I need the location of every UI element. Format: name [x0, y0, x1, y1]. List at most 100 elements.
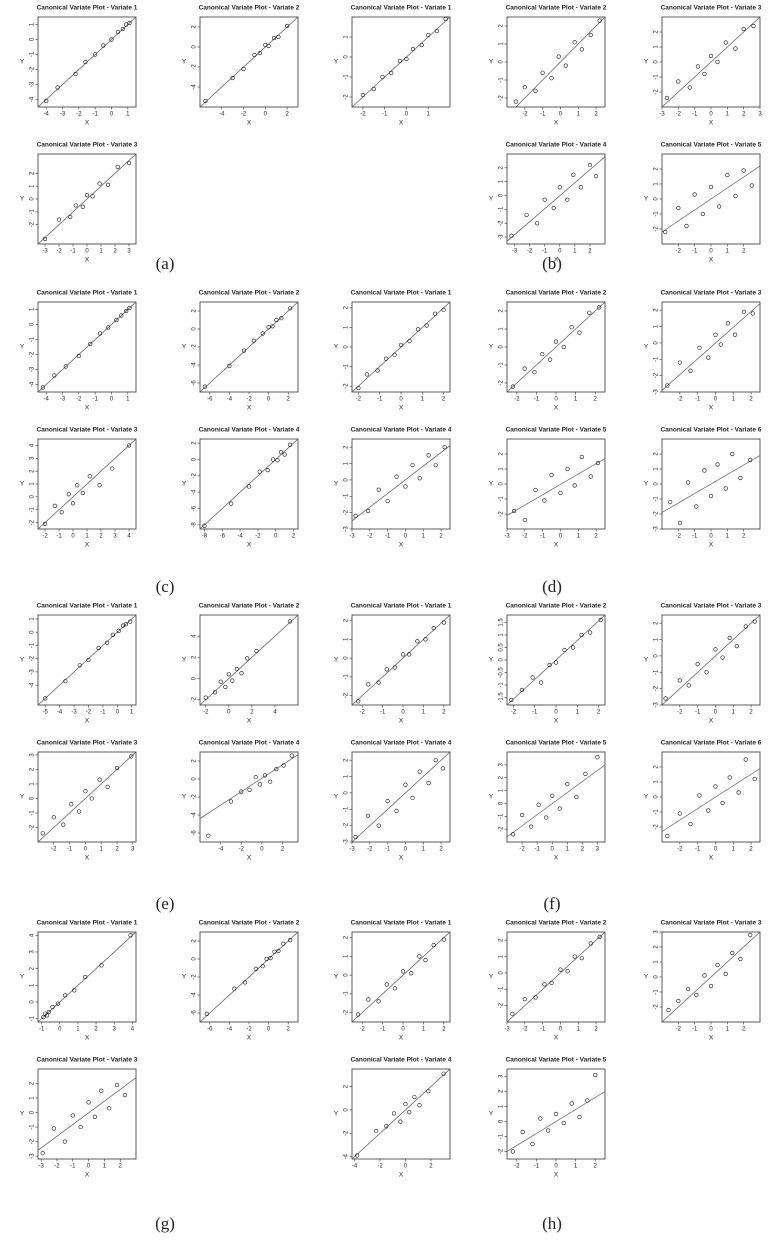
- data-point: [107, 1106, 112, 1111]
- x-tick-label: 0: [558, 249, 562, 255]
- plot-title: Canonical Variate Plot - Variate 5: [506, 1057, 607, 1064]
- x-tick-label: 0: [709, 534, 713, 540]
- y-tick-label: 2: [654, 30, 660, 34]
- x-tick-label: -4: [352, 1164, 358, 1170]
- data-point: [708, 493, 714, 499]
- y-tick-label: -1: [30, 506, 36, 512]
- data-point: [587, 310, 592, 315]
- data-point: [558, 967, 563, 972]
- plot-box: [37, 16, 137, 108]
- plot-title: Canonical Variate Plot - Variate 3: [37, 740, 138, 747]
- x-tick-label: 1: [577, 1027, 581, 1033]
- y-tick-label: 0: [499, 1119, 505, 1123]
- scatter-plot: Canonical Variate Plot - Variate 3 -2 -1 0 1…: [644, 920, 762, 1042]
- y-tick-label: -3: [344, 839, 350, 845]
- data-point: [512, 508, 517, 514]
- data-point: [423, 958, 428, 963]
- data-point: [239, 789, 244, 794]
- scatter-plot: Canonical Variate Plot - Variate 5 -2 -1 0 1…: [489, 1057, 607, 1179]
- data-point: [736, 790, 741, 795]
- data-point: [356, 385, 361, 391]
- x-tick-label: -2: [360, 1027, 366, 1033]
- data-point: [694, 504, 699, 509]
- x-tick-label: 0: [709, 1027, 713, 1033]
- data-point: [383, 356, 389, 361]
- y-tick-label: -1: [654, 809, 660, 815]
- data-point: [86, 1100, 91, 1105]
- data-point: [684, 223, 689, 229]
- y-axis-label: Y: [334, 974, 339, 981]
- y-tick-label: -1: [344, 493, 350, 499]
- y-tick-label: -2: [192, 696, 198, 702]
- x-axis-label: X: [247, 855, 252, 862]
- data-point: [546, 1128, 551, 1133]
- y-tick-label: 2: [344, 618, 350, 622]
- data-point: [510, 832, 516, 837]
- data-point: [593, 174, 599, 179]
- data-point: [733, 46, 738, 51]
- y-axis-label: Y: [489, 481, 494, 488]
- data-point: [110, 632, 116, 637]
- y-tick-label: -6: [192, 1010, 198, 1016]
- y-tick-label: -1: [654, 211, 660, 217]
- x-tick-label: -4: [227, 397, 233, 403]
- x-axis-label: X: [247, 120, 252, 127]
- x-tick-label: 0: [58, 1027, 62, 1033]
- plot-title: Canonical Variate Plot - Variate 3: [661, 5, 762, 12]
- data-point: [70, 1113, 75, 1118]
- x-tick-label: -2: [246, 1027, 252, 1033]
- x-tick-label: 1: [574, 1164, 578, 1170]
- data-point: [127, 20, 132, 26]
- x-tick-label: 1: [732, 710, 736, 716]
- plot-title: Canonical Variate Plot - Variate 4: [351, 1057, 452, 1064]
- scatter-plot: Canonical Variate Plot - Variate 2 -2 -1 0 1…: [489, 5, 607, 127]
- data-point: [695, 661, 700, 667]
- y-tick-label: 0: [344, 55, 350, 59]
- plot-title: Canonical Variate Plot - Variate 4: [199, 427, 300, 434]
- x-tick-label: 0: [267, 397, 271, 403]
- y-tick-label: -3: [30, 669, 36, 675]
- x-tick-label: -2: [522, 534, 528, 540]
- x-tick-label: -1: [695, 847, 701, 853]
- y-tick-label: 1: [30, 1096, 36, 1100]
- data-point: [129, 754, 134, 759]
- x-tick-label: 3: [113, 1027, 117, 1033]
- plot-title: Canonical Variate Plot - Variate 4: [351, 740, 452, 747]
- x-tick-label: 1: [732, 397, 736, 403]
- data-point: [557, 806, 562, 811]
- data-point: [229, 501, 234, 506]
- x-tick-label: -4: [57, 710, 63, 716]
- x-axis-label: X: [554, 855, 559, 862]
- y-tick-label: 2: [499, 452, 505, 456]
- data-point: [397, 58, 403, 64]
- y-tick-label: -2: [192, 64, 198, 70]
- y-tick-label: -2: [192, 974, 198, 980]
- data-point: [732, 332, 738, 337]
- y-tick-label: 0: [30, 495, 36, 499]
- x-tick-label: 2: [442, 1027, 446, 1033]
- data-point: [676, 79, 681, 84]
- data-point: [593, 1072, 598, 1078]
- y-tick-label: 0: [499, 193, 505, 197]
- data-point: [384, 1124, 389, 1129]
- fit-line: [515, 16, 606, 108]
- data-point: [42, 236, 48, 241]
- plot-box: [351, 931, 451, 1023]
- fit-line: [351, 445, 451, 522]
- data-point: [371, 86, 376, 92]
- plot-title: Canonical Variate Plot - Variate 2: [199, 603, 300, 610]
- fit-line: [351, 16, 451, 108]
- y-tick-label: 1: [654, 467, 660, 471]
- data-point: [588, 32, 593, 38]
- data-point: [723, 40, 728, 45]
- data-point: [595, 460, 600, 466]
- x-tick-label: -1: [540, 112, 546, 118]
- data-point: [115, 164, 120, 169]
- data-point: [232, 986, 237, 991]
- data-point: [424, 323, 429, 328]
- fit-line: [37, 438, 137, 530]
- y-tick-label: -1: [344, 74, 350, 80]
- data-point: [78, 1124, 83, 1130]
- x-tick-label: 2: [99, 534, 103, 540]
- y-tick-label: 3: [499, 1074, 505, 1078]
